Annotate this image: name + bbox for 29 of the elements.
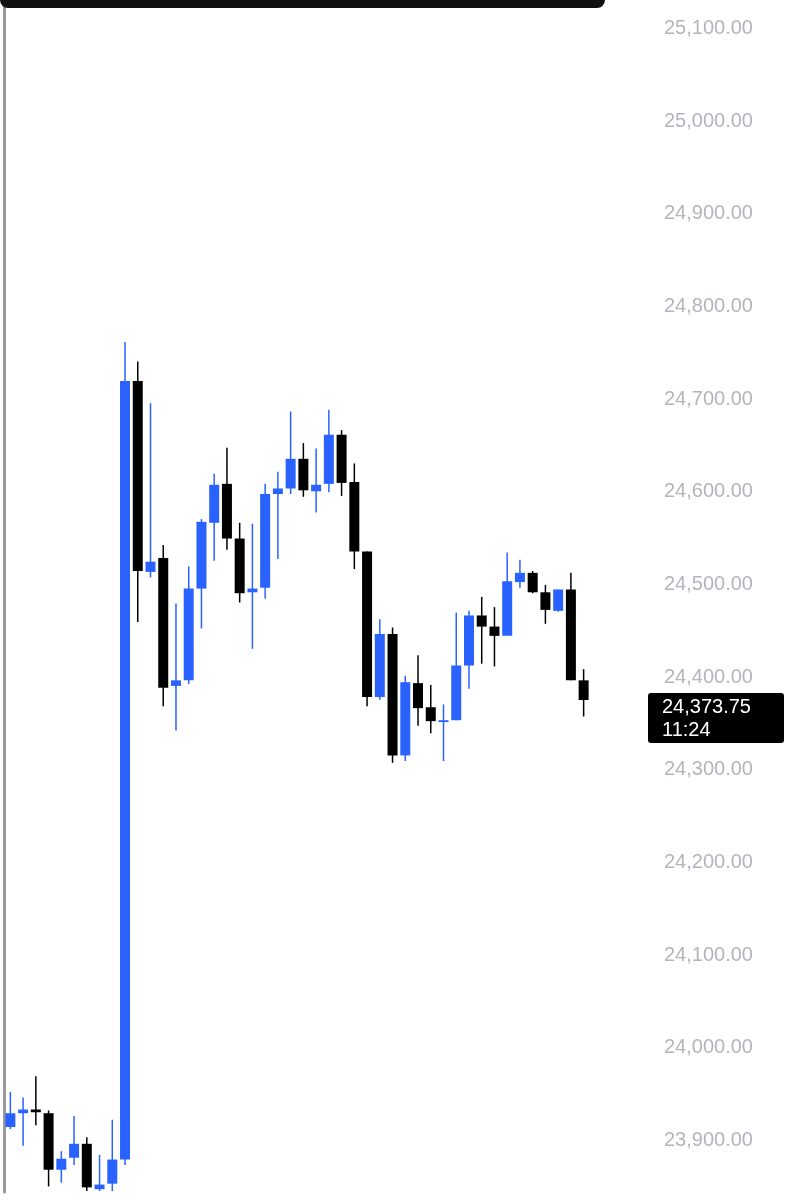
candlestick bbox=[578, 668, 589, 718]
text: 24,373.75 11:24 bbox=[648, 693, 784, 744]
candlestick bbox=[56, 1150, 67, 1184]
y-tick-label: 24,800.00 bbox=[664, 293, 753, 316]
y-tick-label: 24,700.00 bbox=[664, 386, 753, 409]
y-tick-label: 24,400.00 bbox=[664, 664, 753, 687]
y-tick-label: 24,500.00 bbox=[664, 572, 753, 595]
candlestick bbox=[170, 602, 181, 732]
candlestick bbox=[514, 559, 525, 589]
candlestick bbox=[145, 402, 156, 579]
y-tick-label: 24,200.00 bbox=[664, 850, 753, 873]
candlestick bbox=[540, 584, 551, 625]
candlestick bbox=[311, 447, 322, 514]
candlestick bbox=[69, 1115, 80, 1166]
y-tick-label: 25,000.00 bbox=[664, 108, 753, 131]
candlestick bbox=[5, 1091, 16, 1130]
y-tick-label: 24,600.00 bbox=[664, 479, 753, 502]
y-tick-label: 24,900.00 bbox=[664, 201, 753, 224]
candlestick bbox=[425, 684, 436, 734]
candlestick bbox=[272, 471, 283, 560]
y-tick-label: 24,100.00 bbox=[664, 942, 753, 965]
y-tick-label: 24,300.00 bbox=[664, 757, 753, 780]
candlestick bbox=[527, 570, 538, 594]
candlestick bbox=[476, 596, 487, 665]
candlestick bbox=[489, 606, 500, 668]
candlestick bbox=[438, 703, 449, 762]
y-tick-label: 23,900.00 bbox=[664, 1128, 753, 1151]
y-tick-label: 25,100.00 bbox=[664, 15, 753, 38]
y-tick-label: 24,000.00 bbox=[664, 1035, 753, 1058]
